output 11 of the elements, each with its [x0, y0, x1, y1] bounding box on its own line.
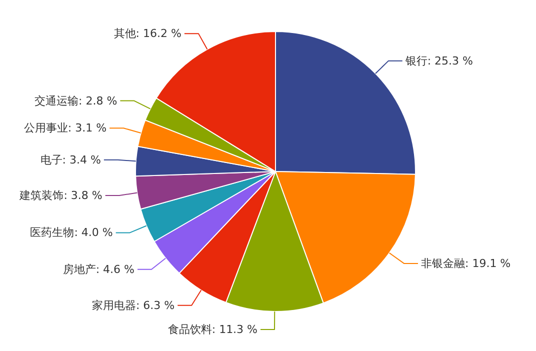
slice-label: 公用事业: 3.1 %	[24, 122, 107, 135]
slice-label: 食品饮料: 11.3 %	[168, 322, 258, 336]
slice-label: 房地产: 4.6 %	[62, 262, 134, 276]
slice-label: 非银金融: 19.1 %	[420, 256, 511, 270]
slice-label: 家用电器: 6.3 %	[92, 298, 175, 312]
slice-label: 交通运输: 2.8 %	[34, 94, 118, 108]
slice-label: 建筑装饰: 3.8 %	[18, 189, 102, 202]
slice-label: 其他: 16.2 %	[114, 27, 182, 40]
slice-label: 电子: 3.4 %	[40, 153, 101, 166]
slice-label: 银行: 25.3 %	[404, 54, 474, 68]
slice-label: 医药生物: 4.0 %	[30, 226, 113, 240]
